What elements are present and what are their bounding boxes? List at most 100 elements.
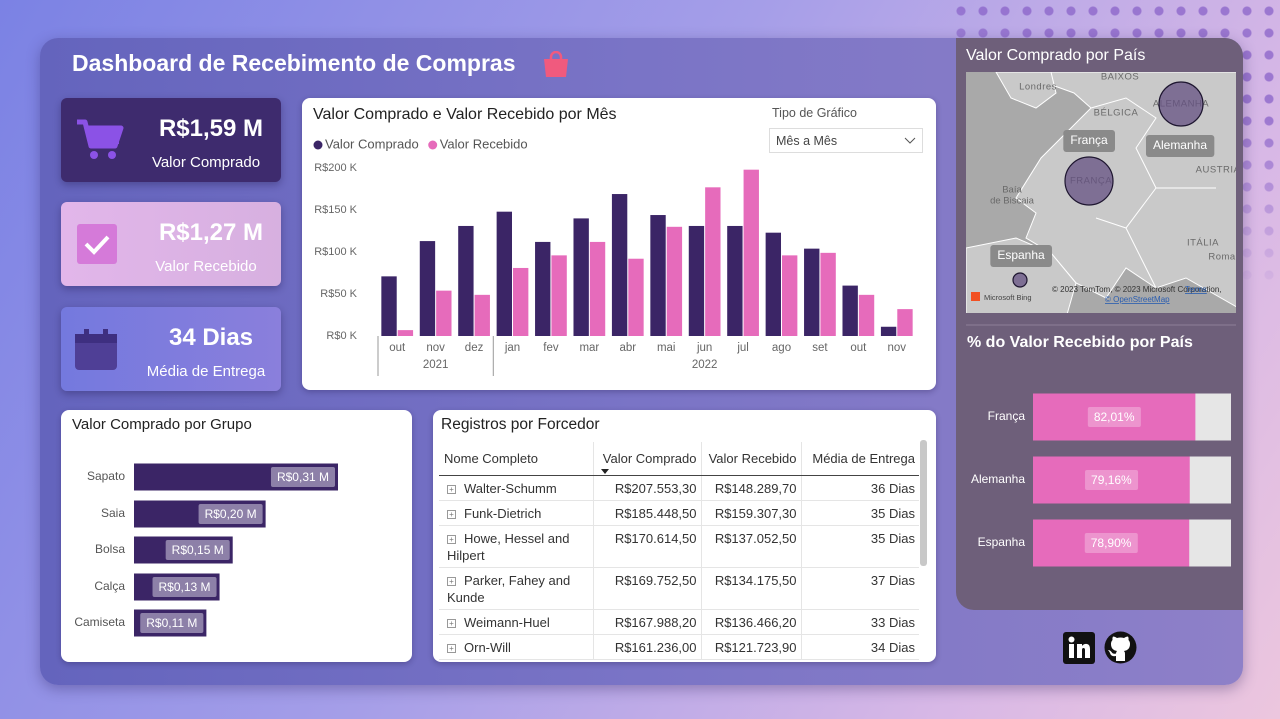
table-cell: 37 Dias xyxy=(800,567,919,610)
dashboard-title: Dashboard de Recebimento de Compras xyxy=(72,50,516,76)
column-header[interactable]: Nome Completo xyxy=(439,442,593,476)
x-tick-label: nov xyxy=(888,342,907,354)
map-place-label: BÉLGICA xyxy=(1094,108,1139,119)
y-tick-label: R$150 K xyxy=(314,204,357,216)
chevron xyxy=(904,137,916,144)
expand-icon[interactable]: + xyxy=(447,619,456,628)
kpi-card: R$1,59 M Valor Comprado xyxy=(61,98,281,182)
sort-arrow xyxy=(600,469,609,474)
column-header[interactable]: Valor Recebido xyxy=(700,442,801,476)
cell-text: 35 Dias xyxy=(870,531,915,546)
map-bubble-label: Espanha xyxy=(997,248,1045,262)
expand-icon[interactable]: + xyxy=(447,535,456,544)
table-cell: + Orn-Will xyxy=(439,634,593,660)
slicer-dropdown[interactable]: Mês a Mês xyxy=(769,128,923,153)
bar xyxy=(551,255,567,336)
y-tick-label: Alemanha xyxy=(971,472,1025,486)
slicer-value: Mês a Mês xyxy=(776,134,838,148)
map-bubble-label: França xyxy=(1070,133,1108,147)
kpi-label: Valor Comprado xyxy=(151,154,261,171)
bar xyxy=(474,294,490,336)
legend-marker xyxy=(313,140,323,150)
calendar-icon xyxy=(75,329,117,370)
chart-title: Valor Comprado por País xyxy=(966,47,1145,64)
bar xyxy=(782,255,798,336)
value-label-box xyxy=(1087,407,1141,427)
table-cell: R$167.988,20 xyxy=(592,609,701,635)
value-label-box xyxy=(140,613,204,633)
table-cell: R$161.236,00 xyxy=(592,634,701,660)
x-tick-label: jun xyxy=(696,342,712,354)
kpi-value: R$1,27 M xyxy=(158,219,264,246)
bar xyxy=(573,218,589,336)
bar xyxy=(1033,519,1190,567)
map-bubble-label: Alemanha xyxy=(1153,138,1207,152)
map-bubble[interactable] xyxy=(1012,272,1028,288)
map-place-label: de Biscaia xyxy=(990,196,1035,207)
table-cell: + Weimann-Huel xyxy=(439,609,593,635)
table-cell: + Walter-Schumm xyxy=(439,475,593,501)
chart-card: Valor Comprado e Valor Recebido por Mês … xyxy=(302,98,936,390)
map[interactable]: BAIXOSLondresBÉLGICAParisALEMANHAFRANÇAB… xyxy=(966,72,1243,318)
chart-title: Valor Comprado por Grupo xyxy=(72,416,252,433)
bar xyxy=(458,225,474,336)
table-row[interactable]: + Walter-Schumm R$207.553,30 R$148.289,70 36… xyxy=(439,475,919,501)
table-cell: 36 Dias xyxy=(800,475,919,501)
x-tick-label: dez xyxy=(465,342,484,354)
cell-text: Weimann-Huel xyxy=(464,615,550,630)
bar xyxy=(611,194,628,336)
map-label-box xyxy=(1063,130,1115,152)
cell-text: Funk-Dietrich xyxy=(464,506,542,521)
value-label-box xyxy=(1084,533,1138,553)
bing-logo xyxy=(971,292,980,301)
side-charts: Valor Comprado por País BAIXOS Londres BÉL… xyxy=(966,47,1243,567)
column-header[interactable]: Valor Comprado xyxy=(592,442,701,476)
bar xyxy=(705,187,721,336)
expand-icon[interactable]: + xyxy=(447,577,456,586)
bar xyxy=(513,267,529,336)
map-place-label: BAIXOS xyxy=(1101,72,1139,83)
table-cell: 34 Dias xyxy=(800,634,919,660)
map-bubble[interactable] xyxy=(1158,81,1204,127)
table-row[interactable]: + Funk-Dietrich R$185.448,50 R$159.307,30 35… xyxy=(439,500,919,526)
cell-text: R$121.723,90 xyxy=(714,640,797,655)
table-row[interactable]: + Weimann-Huel R$167.988,20 R$136.466,20 33 … xyxy=(439,609,919,635)
github-icon[interactable] xyxy=(1104,631,1137,664)
expand-icon[interactable]: + xyxy=(447,644,456,653)
cell-text: R$134.175,50 xyxy=(714,573,797,588)
table-cell: R$121.723,90 xyxy=(700,634,801,660)
expand-icon[interactable]: + xyxy=(447,510,456,519)
linkedin-icon[interactable] xyxy=(1063,632,1095,664)
bar xyxy=(535,241,551,336)
table-cell: R$207.553,30 xyxy=(592,475,701,501)
kpi-label: Valor Recebido xyxy=(155,258,257,275)
bar xyxy=(858,294,875,336)
x-tick-label: set xyxy=(812,342,828,354)
map-terms[interactable]: Terms xyxy=(1185,285,1207,294)
x-group-label: 2021 xyxy=(423,359,449,371)
cell-text: R$148.289,70 xyxy=(714,481,797,496)
map-bubble[interactable] xyxy=(1064,156,1114,206)
cell-text: R$170.614,50 xyxy=(614,531,697,546)
bar xyxy=(666,226,683,336)
scrollbar[interactable] xyxy=(920,440,927,566)
map-osm[interactable]: © OpenStreetMap xyxy=(1105,295,1170,304)
bar xyxy=(743,169,759,336)
table-cell: R$136.466,20 xyxy=(700,609,801,635)
y-tick-label: Bolsa xyxy=(95,542,125,556)
column-header[interactable]: Média de Entrega xyxy=(800,442,919,476)
kpi-card: 34 Dias Média de Entrega xyxy=(61,307,281,391)
x-tick-label: nov xyxy=(426,342,445,354)
table-cell: 35 Dias xyxy=(800,500,919,526)
table-row[interactable]: + Orn-Will R$161.236,00 R$121.723,90 34 Dias xyxy=(439,634,919,660)
legend-label: Valor Comprado xyxy=(325,136,419,151)
table-cell: + Funk-Dietrich xyxy=(439,500,593,526)
table-row[interactable]: + Howe, Hessel and Hilpert R$170.614,50 R$1… xyxy=(439,525,919,568)
expand-icon[interactable]: + xyxy=(447,485,456,494)
table-row[interactable]: + Parker, Fahey and Kunde R$169.752,50 R$13… xyxy=(439,567,919,610)
cell-text: R$161.236,00 xyxy=(614,640,697,655)
cell-text: R$185.448,50 xyxy=(614,506,697,521)
y-tick-label: Saia xyxy=(101,506,125,520)
map-labels: BAIXOSLondresBÉLGICAParisALEMANHAFRANÇAB… xyxy=(971,72,1236,304)
bar xyxy=(419,241,436,336)
